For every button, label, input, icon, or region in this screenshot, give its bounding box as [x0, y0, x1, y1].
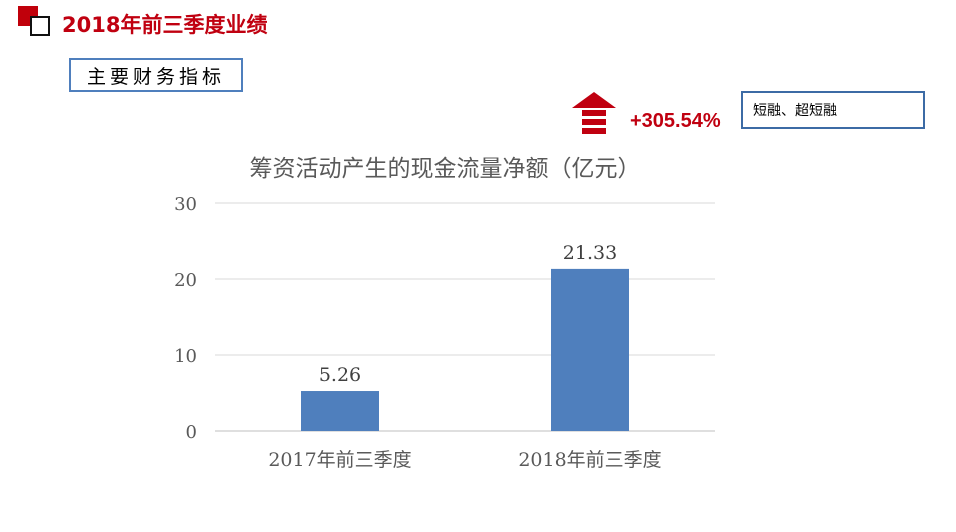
y-axis: 0 10 20 30: [174, 194, 197, 443]
growth-indicator: +305.54%: [570, 90, 740, 136]
header: 2018年前三季度业绩: [18, 4, 278, 44]
gridlines: [215, 202, 715, 432]
bar: [301, 391, 379, 431]
section-label-box: 主要财务指标: [69, 58, 243, 92]
bars: [301, 268, 629, 431]
growth-percentage: +305.54%: [630, 110, 721, 132]
y-tick-label: 30: [174, 194, 197, 215]
chart-title: 筹资活动产生的现金流量净额（亿元）: [250, 156, 641, 182]
y-tick-label: 10: [174, 346, 197, 367]
up-arrow-icon: [572, 92, 616, 134]
x-axis: 2017年前三季度 2018年前三季度: [268, 449, 661, 471]
title-decor-outline-square: [30, 16, 50, 36]
page-title: 2018年前三季度业绩: [62, 13, 268, 37]
y-tick-label: 20: [174, 270, 197, 291]
x-category-label: 2018年前三季度: [518, 449, 661, 471]
data-labels: 5.26 21.33: [319, 242, 617, 386]
note-box: 短融、超短融: [741, 91, 925, 129]
note-text: 短融、超短融: [753, 103, 837, 119]
section-label: 主要财务指标: [86, 65, 225, 88]
y-tick-label: 0: [186, 422, 197, 443]
data-label: 21.33: [563, 242, 617, 264]
data-label: 5.26: [319, 364, 361, 386]
x-category-label: 2017年前三季度: [268, 449, 411, 471]
bar: [551, 268, 629, 431]
